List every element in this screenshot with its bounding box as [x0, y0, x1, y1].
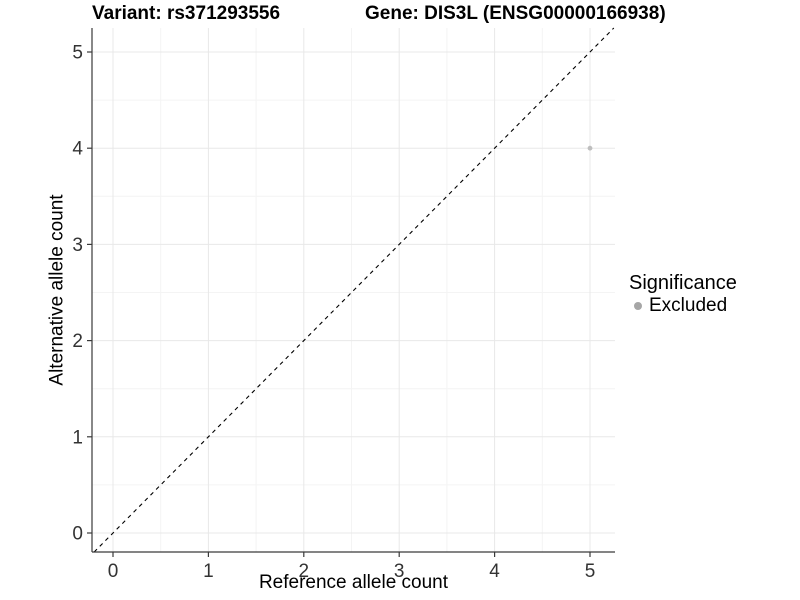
- x-tick-label: 2: [299, 561, 310, 582]
- legend-item-excluded: Excluded: [629, 294, 737, 318]
- x-tick-label: 1: [203, 561, 214, 582]
- legend-title: Significance: [629, 272, 737, 294]
- x-tick-label: 0: [108, 561, 119, 582]
- y-tick-label: 3: [72, 235, 83, 256]
- y-axis-title: Alternative allele count: [46, 194, 68, 386]
- data-point: [587, 145, 593, 151]
- x-tick-label: 5: [585, 561, 596, 582]
- variant-title: Variant: rs371293556: [92, 3, 281, 24]
- y-tick-label: 2: [72, 331, 83, 352]
- x-axis-title: Reference allele count: [258, 572, 449, 593]
- legend: Significance Excluded: [629, 271, 737, 318]
- y-tick-label: 4: [72, 139, 83, 160]
- gene-title: Gene: DIS3L (ENSG00000166938): [365, 3, 666, 24]
- y-tick-label: 1: [72, 427, 83, 448]
- y-tick-label: 0: [72, 524, 83, 545]
- legend-item-label: Excluded: [649, 295, 728, 316]
- y-tick-label: 5: [72, 43, 83, 64]
- x-tick-label: 3: [394, 561, 405, 582]
- legend-point-icon: [634, 302, 642, 310]
- identity-line: [93, 27, 615, 553]
- x-tick-label: 4: [489, 561, 500, 582]
